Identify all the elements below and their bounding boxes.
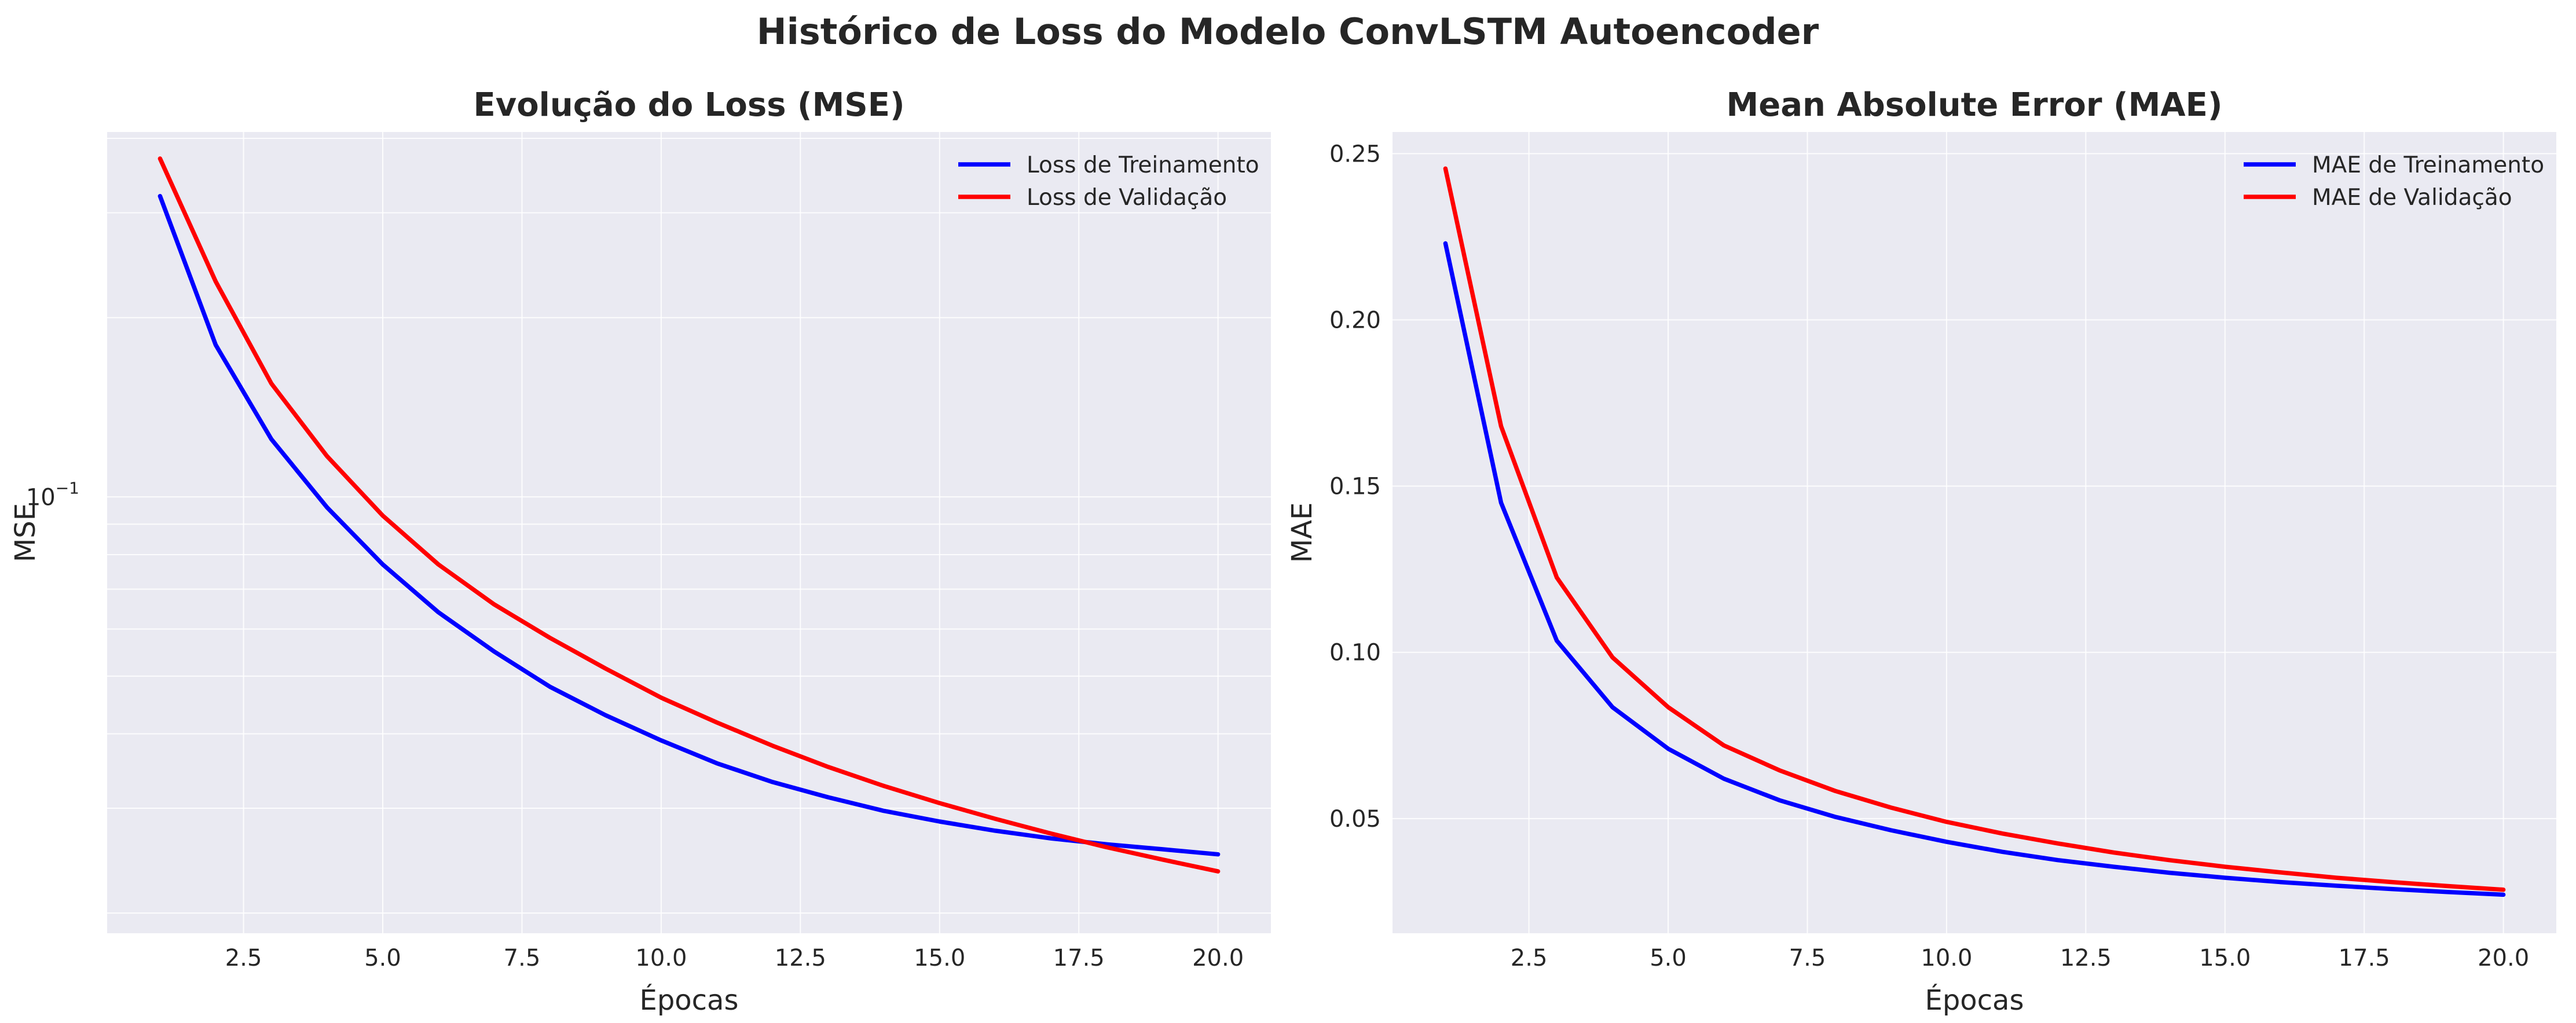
x-tick-label: 2.5 [225, 945, 262, 971]
x-tick-label: 10.0 [1921, 945, 1972, 971]
mse-loss-chart: Evolução do Loss (MSE) 2.5 5.0 7.5 10.0 12.5 1… [9, 86, 1271, 1017]
x-tick-label: 20.0 [1192, 945, 1244, 971]
legend-label: Loss de Treinamento [1027, 152, 1259, 178]
x-tick-label: 10.0 [635, 945, 687, 971]
x-tick-label: 2.5 [1511, 945, 1548, 971]
y-tick-label: 0.05 [1329, 806, 1381, 833]
mae-chart: Mean Absolute Error (MAE) 2.5 5.0 7.5 10.0 12… [1286, 86, 2556, 1017]
legend-label: MAE de Treinamento [2312, 152, 2544, 178]
x-tick-label: 5.0 [364, 945, 401, 971]
mse-validation-line [157, 156, 1221, 874]
plot-area [107, 132, 1271, 933]
y-tick-label: 10−1 [26, 478, 79, 511]
y-tick-label: 0.25 [1329, 141, 1381, 167]
legend-label: Loss de Validação [1027, 185, 1227, 211]
chart-title: Mean Absolute Error (MAE) [1727, 86, 2223, 124]
y-tick-label: 0.15 [1329, 474, 1381, 500]
x-tick-label: 5.0 [1650, 945, 1687, 971]
x-tick-label: 12.5 [775, 945, 826, 971]
x-axis-label: Épocas [1925, 984, 2024, 1017]
chart-title: Evolução do Loss (MSE) [473, 86, 904, 124]
x-tick-label: 7.5 [1789, 945, 1826, 971]
y-axis-label: MSE [9, 503, 42, 562]
y-tick-label: 0.10 [1329, 640, 1381, 666]
mae-training-line [1443, 241, 2506, 897]
figure-title: Histórico de Loss do Modelo ConvLSTM Aut… [757, 10, 1819, 53]
x-tick-label: 17.5 [2339, 945, 2390, 971]
x-tick-label: 20.0 [2478, 945, 2529, 971]
y-axis-label: MAE [1286, 503, 1318, 563]
x-tick-label: 12.5 [2060, 945, 2112, 971]
mae-validation-line [1443, 166, 2506, 892]
y-tick-label: 0.20 [1329, 307, 1381, 333]
x-tick-label: 15.0 [2199, 945, 2251, 971]
x-tick-label: 17.5 [1053, 945, 1105, 971]
plot-area [1393, 132, 2556, 933]
x-tick-label: 7.5 [504, 945, 541, 971]
mse-training-line [157, 193, 1221, 857]
x-tick-label: 15.0 [914, 945, 965, 971]
x-axis-label: Épocas [640, 984, 739, 1017]
legend-label: MAE de Validação [2312, 185, 2512, 211]
